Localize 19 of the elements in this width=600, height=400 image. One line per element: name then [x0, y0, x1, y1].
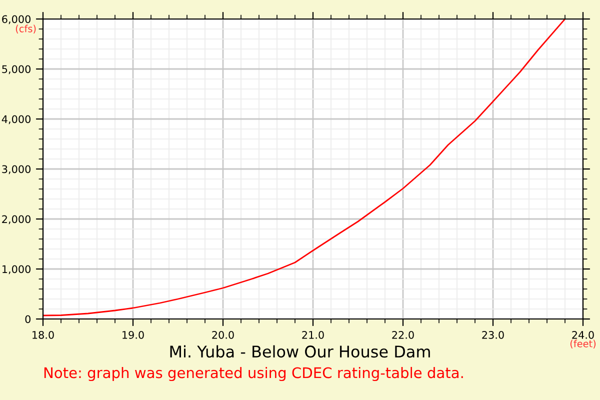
x-tick-label: 24.0	[572, 330, 594, 339]
text: Mi. Yuba - Below Our House Dam	[170, 345, 430, 358]
x-tick-label: 18.0	[32, 330, 54, 339]
x-tick-label: 21.0	[302, 330, 324, 339]
x-tick-label: 19.0	[122, 330, 144, 339]
line-series	[43, 19, 566, 316]
y-tick-label: 2,000	[2, 215, 31, 224]
y-tick-label: 1,000	[2, 265, 31, 274]
x-tick-label: 20.0	[212, 330, 234, 339]
y-tick-label: 3,000	[2, 165, 31, 174]
x-tick-label: 22.0	[392, 330, 414, 339]
x-axis-title: (feet)	[570, 340, 596, 348]
text: Note: graph was generated using CDEC rating-table data.	[44, 366, 463, 382]
y-tick-label: 6,000	[2, 15, 31, 24]
x-tick-label: 23.0	[482, 330, 504, 339]
y-tick-label: 0	[25, 315, 31, 324]
y-tick-label: 4,000	[2, 115, 31, 124]
y-tick-label: 5,000	[2, 65, 31, 74]
y-axis-title: (cfs)	[16, 24, 36, 34]
